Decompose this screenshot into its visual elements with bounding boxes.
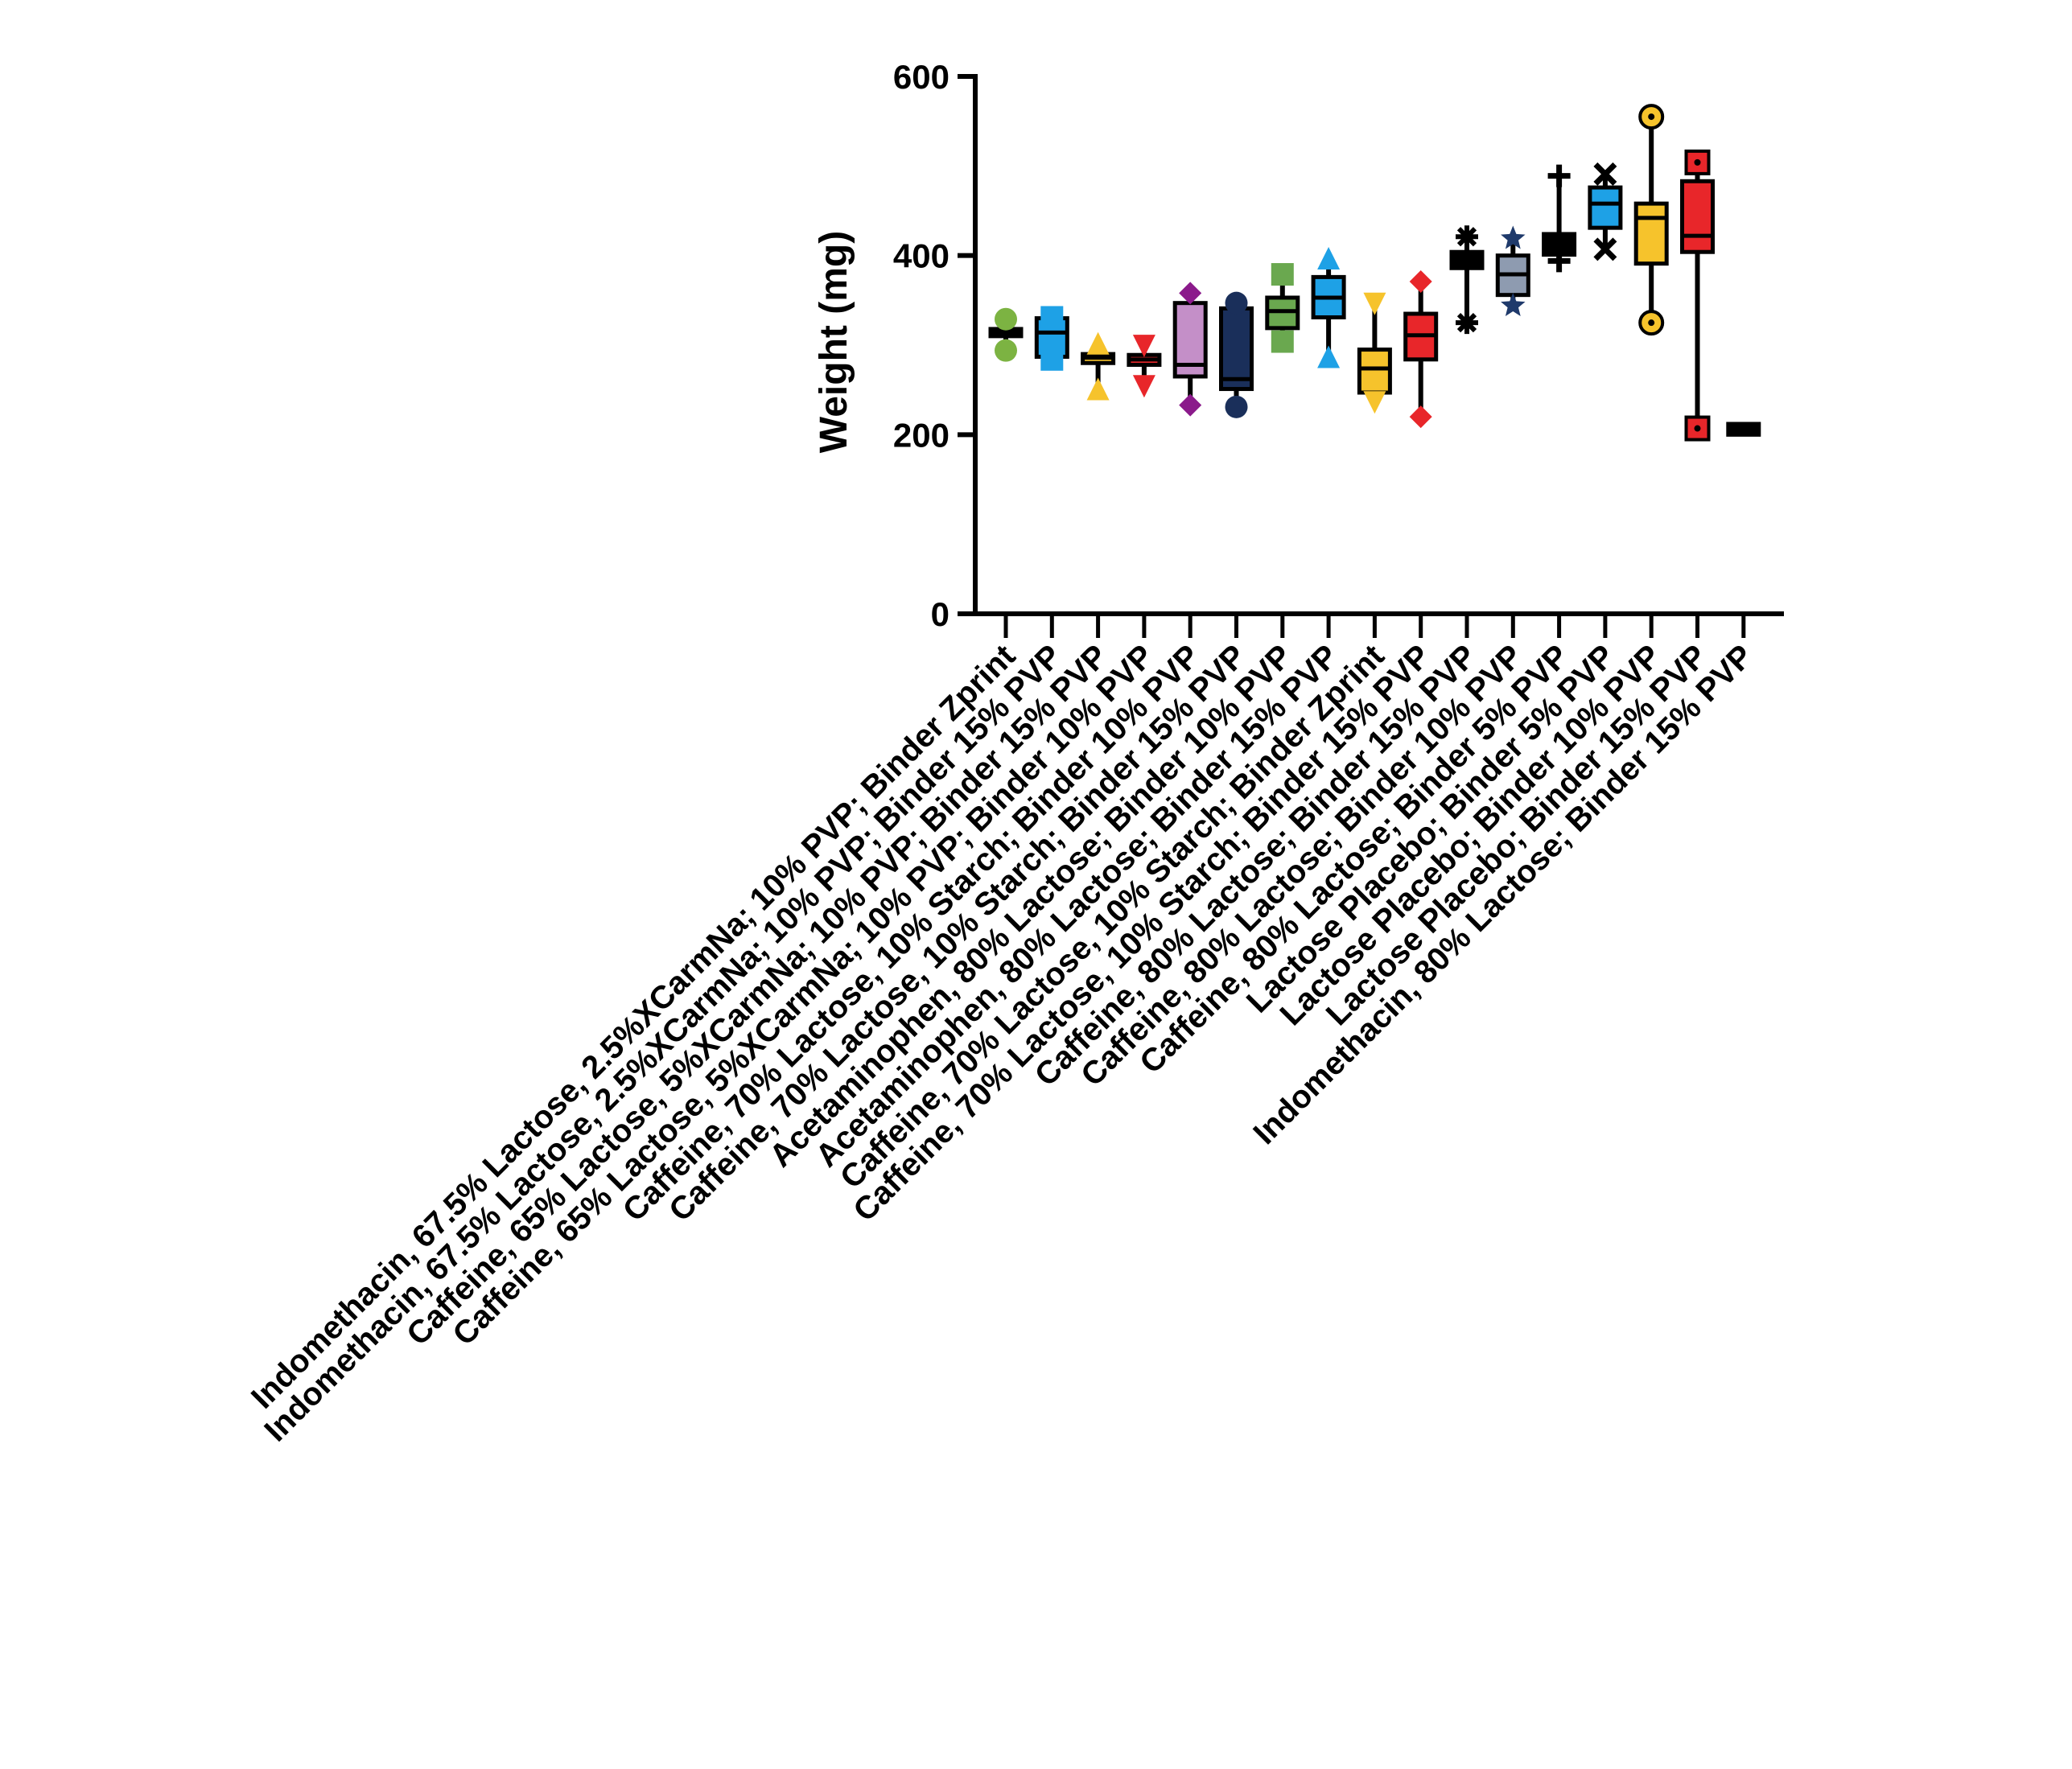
marker (1456, 225, 1478, 249)
marker (1132, 375, 1155, 398)
marker (1547, 164, 1571, 187)
marker (1409, 269, 1432, 293)
marker (1547, 249, 1571, 273)
marker (1086, 377, 1110, 401)
marker (1225, 291, 1248, 315)
box-group (988, 307, 1024, 362)
box-group (1265, 263, 1300, 353)
marker (1363, 391, 1386, 414)
box-group (1726, 422, 1761, 437)
box (1680, 179, 1715, 254)
marker (995, 339, 1017, 362)
box-group (1588, 162, 1623, 261)
marker (1684, 149, 1711, 175)
y-tick-label: 200 (893, 416, 949, 454)
marker (1317, 345, 1341, 368)
box-group (1403, 269, 1439, 429)
box (1219, 306, 1254, 392)
y-tick-label: 0 (931, 595, 949, 633)
marker (1501, 293, 1526, 316)
box (1633, 201, 1669, 266)
marker-dot (1648, 319, 1655, 327)
box-group (1172, 282, 1208, 417)
marker (1271, 330, 1294, 353)
marker (1593, 237, 1617, 261)
marker (1225, 395, 1248, 418)
marker (1456, 311, 1478, 335)
marker (1593, 162, 1617, 186)
box (1357, 348, 1392, 395)
box-group (1449, 225, 1485, 335)
marker (1040, 306, 1064, 329)
marker-dot (1648, 113, 1655, 121)
box-group (1127, 335, 1162, 398)
marker (1040, 348, 1064, 371)
box-group (1357, 292, 1392, 414)
y-tick-label: 600 (893, 58, 949, 96)
box-group (1680, 149, 1715, 442)
marker (1179, 282, 1202, 305)
marker-dot (1694, 425, 1701, 432)
box-group (1311, 247, 1346, 368)
y-tick-label: 400 (893, 237, 949, 275)
marker (1179, 393, 1202, 417)
marker (1132, 335, 1155, 358)
marker (1271, 263, 1294, 286)
box-group (1633, 104, 1669, 336)
marker (995, 307, 1017, 331)
y-axis-label: Weight (mg) (813, 231, 855, 453)
marker (1317, 247, 1341, 270)
marker (1409, 405, 1432, 429)
box-group (1542, 164, 1577, 273)
box-group (1495, 225, 1530, 316)
marker (1501, 225, 1526, 249)
box-group (1034, 306, 1069, 371)
marker-dot (1694, 158, 1701, 166)
marker (1086, 331, 1110, 355)
box (1588, 185, 1623, 230)
box-group (1081, 331, 1116, 401)
box-group (1219, 291, 1254, 418)
marker (1363, 292, 1386, 315)
